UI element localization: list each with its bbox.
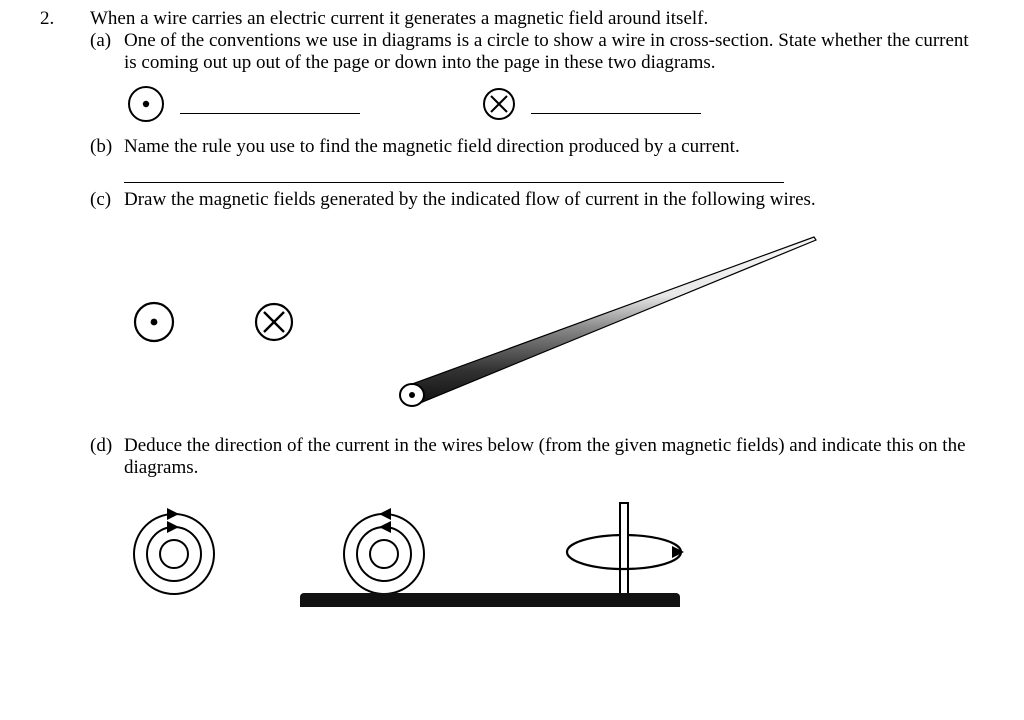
field-cw-diagram bbox=[334, 502, 434, 602]
wire-perspective-diagram bbox=[364, 227, 834, 417]
question-intro: When a wire carries an electric current … bbox=[90, 8, 984, 30]
vertical-wire-field-diagram bbox=[544, 497, 704, 607]
part-c-label: (c) bbox=[90, 189, 124, 211]
current-in-symbol bbox=[479, 84, 519, 124]
answer-blank-b[interactable] bbox=[124, 164, 784, 183]
question-row: 2. When a wire carries an electric curre… bbox=[40, 8, 984, 607]
bottom-bar bbox=[300, 593, 680, 607]
part-a-label: (a) bbox=[90, 30, 124, 52]
question-body: When a wire carries an electric current … bbox=[90, 8, 984, 607]
part-c-text: Draw the magnetic fields generated by th… bbox=[124, 189, 984, 211]
part-d: (d) Deduce the direction of the current … bbox=[90, 435, 984, 479]
wire-out-diagram bbox=[124, 247, 184, 397]
part-d-label: (d) bbox=[90, 435, 124, 457]
part-b-text: Name the rule you use to find the magnet… bbox=[124, 136, 984, 158]
part-a-text: One of the conventions we use in diagram… bbox=[124, 30, 984, 74]
part-a-diagrams bbox=[124, 82, 984, 126]
field-ccw-diagram bbox=[124, 502, 224, 602]
part-a: (a) One of the conventions we use in dia… bbox=[90, 30, 984, 74]
part-d-text: Deduce the direction of the current in t… bbox=[124, 435, 984, 479]
question-number: 2. bbox=[40, 8, 90, 30]
part-d-diagrams bbox=[124, 497, 984, 607]
part-b-label: (b) bbox=[90, 136, 124, 158]
part-c-diagrams bbox=[124, 227, 984, 417]
part-b: (b) Name the rule you use to find the ma… bbox=[90, 136, 984, 158]
wire-in-diagram bbox=[244, 247, 304, 397]
part-c: (c) Draw the magnetic fields generated b… bbox=[90, 189, 984, 211]
answer-blank-a2[interactable] bbox=[531, 94, 701, 114]
current-out-symbol bbox=[124, 82, 168, 126]
worksheet-page: 2. When a wire carries an electric curre… bbox=[0, 0, 1024, 607]
answer-blank-a1[interactable] bbox=[180, 94, 360, 114]
